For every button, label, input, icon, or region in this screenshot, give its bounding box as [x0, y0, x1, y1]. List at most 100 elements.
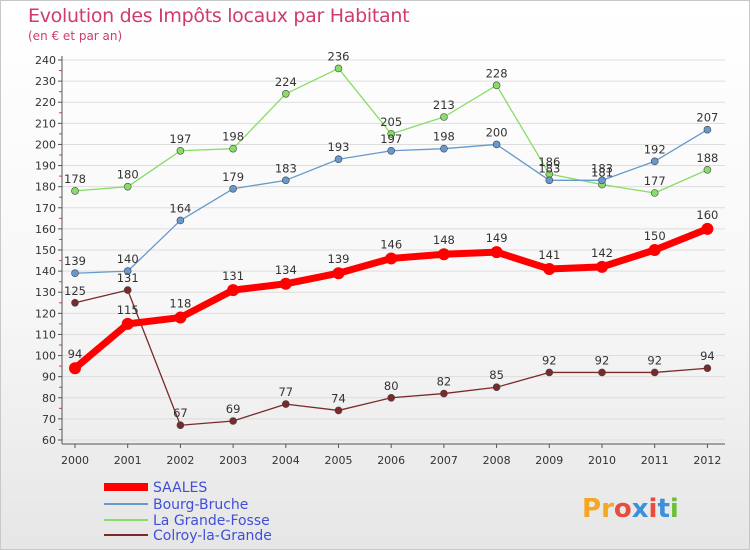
data-label-colroy-la-grande: 92	[647, 353, 662, 367]
data-point-colroy-la-grande	[703, 364, 712, 373]
data-point-saales	[543, 263, 556, 275]
x-tick-label: 2008	[483, 454, 511, 467]
x-tick-label: 2010	[588, 454, 616, 467]
data-label-saales: 146	[380, 237, 402, 251]
legend-label-bourg-bruche: Bourg-Bruche	[153, 497, 248, 513]
data-point-colroy-la-grande	[598, 368, 606, 377]
x-tick-label: 2000	[61, 454, 89, 467]
data-label-saales: 139	[328, 252, 350, 266]
data-point-saales	[701, 222, 714, 235]
data-label-colroy-la-grande: 77	[278, 385, 293, 399]
data-label-colroy-la-grande: 131	[117, 271, 139, 285]
data-point-bourg-bruche	[387, 146, 396, 155]
data-label-colroy-la-grande: 125	[64, 284, 86, 298]
data-label-bourg-bruche: 200	[486, 125, 508, 139]
data-point-la-grande-fosse	[703, 165, 712, 174]
data-label-saales: 148	[433, 233, 455, 247]
data-label-colroy-la-grande: 94	[700, 349, 715, 363]
data-label-colroy-la-grande: 69	[226, 402, 241, 416]
x-tick-label: 2005	[325, 454, 353, 467]
data-point-la-grande-fosse	[440, 113, 448, 121]
data-label-colroy-la-grande: 85	[489, 368, 504, 382]
data-point-bourg-bruche	[545, 176, 554, 185]
data-label-saales: 118	[169, 297, 191, 311]
data-label-bourg-bruche: 183	[275, 161, 297, 175]
data-label-saales: 150	[644, 229, 666, 243]
data-point-colroy-la-grande	[229, 417, 237, 425]
data-point-colroy-la-grande	[492, 383, 501, 392]
y-tick-label: 130	[35, 286, 56, 299]
x-tick-label: 2009	[535, 454, 563, 467]
data-label-colroy-la-grande: 80	[384, 379, 399, 393]
data-point-bourg-bruche	[71, 269, 79, 278]
data-point-saales	[279, 277, 292, 290]
data-point-bourg-bruche	[229, 184, 237, 193]
data-label-la-grande-fosse: 228	[486, 66, 508, 80]
data-label-saales: 131	[222, 269, 244, 283]
y-tick-label: 180	[35, 181, 56, 194]
data-point-la-grande-fosse	[492, 81, 501, 90]
y-tick-label: 190	[35, 160, 56, 173]
data-point-bourg-bruche	[334, 155, 343, 164]
data-point-bourg-bruche	[650, 157, 659, 166]
x-tick-label: 2001	[114, 454, 142, 467]
data-label-colroy-la-grande: 74	[331, 391, 346, 405]
data-point-colroy-la-grande	[650, 368, 659, 377]
data-label-saales: 142	[591, 246, 613, 260]
data-label-la-grande-fosse: 224	[275, 75, 297, 89]
data-label-bourg-bruche: 139	[64, 254, 86, 268]
y-tick-label: 150	[35, 244, 56, 257]
data-label-bourg-bruche: 183	[591, 161, 613, 175]
data-label-bourg-bruche: 197	[380, 132, 402, 146]
data-point-saales	[490, 246, 503, 259]
chart-subtitle: (en € et par an)	[28, 29, 123, 43]
data-point-colroy-la-grande	[281, 400, 290, 408]
data-point-bourg-bruche	[598, 176, 606, 185]
legend-label-saales: SAALES	[153, 480, 207, 496]
data-point-colroy-la-grande	[440, 389, 448, 398]
data-point-la-grande-fosse	[229, 144, 237, 153]
data-point-saales	[227, 284, 240, 297]
data-point-saales	[121, 317, 134, 330]
data-point-la-grande-fosse	[176, 146, 185, 155]
data-point-bourg-bruche	[492, 140, 501, 149]
y-tick-label: 200	[35, 138, 56, 151]
legend-label-colroy-la-grande: Colroy-la-Grande	[153, 528, 272, 544]
data-label-bourg-bruche: 192	[644, 142, 666, 156]
data-label-colroy-la-grande: 82	[437, 375, 452, 389]
x-tick-label: 2007	[430, 454, 458, 467]
x-tick-label: 2002	[166, 454, 194, 467]
chart-title: Evolution des Impôts locaux par Habitant	[28, 5, 410, 27]
data-label-saales: 94	[68, 347, 83, 361]
data-label-colroy-la-grande: 92	[542, 353, 557, 367]
data-point-colroy-la-grande	[334, 406, 343, 415]
x-tick-label: 2004	[272, 454, 300, 467]
data-label-la-grande-fosse: 236	[328, 49, 350, 63]
data-point-saales	[596, 260, 608, 273]
data-point-bourg-bruche	[703, 125, 712, 134]
data-point-saales	[385, 252, 398, 265]
data-point-la-grande-fosse	[650, 189, 659, 197]
data-label-bourg-bruche: 198	[433, 130, 455, 144]
y-tick-label: 170	[35, 202, 56, 215]
data-label-saales: 115	[117, 303, 139, 317]
y-tick-label: 100	[35, 350, 56, 363]
y-tick-label: 240	[35, 54, 56, 67]
data-point-saales	[69, 362, 81, 375]
data-label-la-grande-fosse: 186	[538, 155, 560, 169]
y-tick-label: 220	[35, 96, 56, 109]
data-point-la-grande-fosse	[281, 89, 290, 98]
data-label-colroy-la-grande: 92	[595, 353, 610, 367]
data-label-bourg-bruche: 179	[222, 170, 244, 184]
data-point-la-grande-fosse	[123, 182, 132, 191]
data-point-la-grande-fosse	[334, 64, 343, 73]
data-label-la-grande-fosse: 197	[169, 132, 191, 146]
data-label-saales: 141	[538, 248, 560, 262]
data-point-saales	[174, 311, 187, 324]
data-label-saales: 160	[696, 208, 718, 222]
data-label-bourg-bruche: 140	[117, 252, 139, 266]
x-tick-label: 2012	[693, 454, 721, 467]
data-label-colroy-la-grande: 67	[173, 406, 188, 420]
data-point-saales	[437, 248, 450, 261]
